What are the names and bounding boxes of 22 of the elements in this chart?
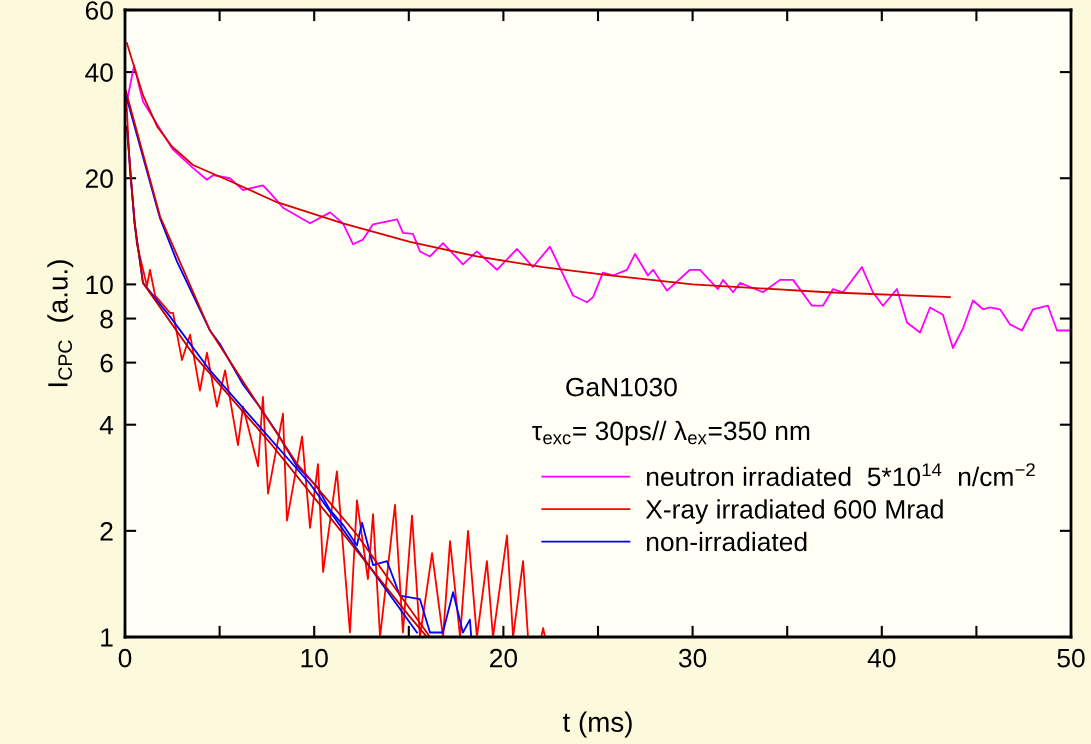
- annotation: GaN1030: [566, 377, 677, 397]
- y-tick-label: 60: [85, 1, 113, 20]
- y-tick-label: 2: [100, 521, 113, 541]
- y-tick-label: 4: [99, 416, 114, 435]
- x-tick-label: 10: [301, 648, 328, 668]
- y-tick-label: 6: [100, 353, 113, 373]
- y-tick-label: 1: [101, 628, 113, 647]
- x-tick-label: 20: [490, 648, 518, 668]
- legend-label: non-irradiated: [647, 531, 807, 552]
- y-tick-label: 20: [85, 169, 113, 189]
- y-axis-title: I$_{CPC}$ (a.u.): [47, 260, 74, 387]
- legend-label: X-ray irradiated 600 Mrad: [645, 499, 943, 524]
- y-tick-label: 40: [85, 63, 113, 82]
- x-tick-label: 0: [118, 648, 132, 668]
- y-tick-label: 8: [100, 309, 113, 329]
- x-tick-label: 30: [678, 648, 707, 668]
- x-axis-title: t (ms): [562, 711, 632, 738]
- y-tick-label: 10: [86, 275, 113, 295]
- x-tick-label: 40: [867, 648, 896, 668]
- legend-label: neutron irradiated 5*10$^{14}$ n/cm$^{−2}$: [647, 463, 1035, 487]
- annotation: τ$_{exc}$= 30ps// λ$_{ex}$=350 nm: [532, 420, 810, 446]
- x-tick-label: 50: [1057, 648, 1085, 668]
